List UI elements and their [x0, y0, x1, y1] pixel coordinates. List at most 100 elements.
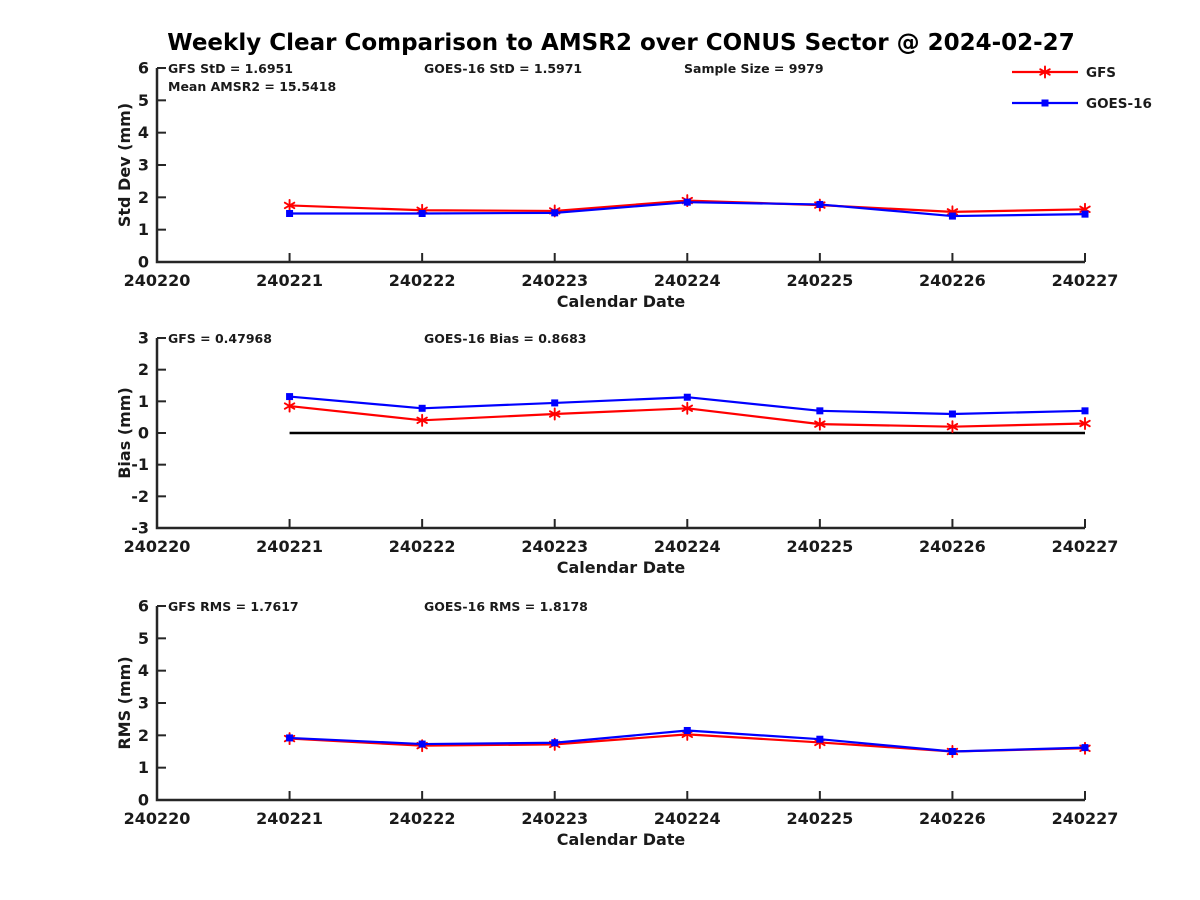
series-goes-16 — [286, 393, 1089, 418]
asterisk-spoke — [1079, 419, 1091, 428]
x-tick-label: 240227 — [1052, 809, 1119, 828]
x-axis-title: Calendar Date — [557, 830, 686, 849]
x-tick-label: 240224 — [654, 809, 721, 828]
y-tick-label: 4 — [138, 123, 149, 142]
marker-gfs — [814, 417, 826, 431]
x-tick-label: 240223 — [521, 809, 588, 828]
marker-goes-16 — [683, 726, 691, 734]
y-tick-label: 3 — [138, 156, 149, 175]
marker-goes-16 — [418, 740, 426, 748]
marker-goes-16 — [948, 410, 956, 418]
annotation: Sample Size = 9979 — [684, 61, 824, 76]
legend-marker-gfs-icon — [1039, 65, 1051, 79]
legend: GFS GOES-16 — [1012, 65, 1152, 112]
marker-goes-16 — [286, 210, 294, 217]
x-tick-label: 240225 — [786, 809, 853, 828]
x-tick-label: 240220 — [124, 537, 191, 556]
marker-goes-16 — [418, 404, 426, 412]
y-tick-label: 1 — [138, 758, 149, 777]
marker-goes-16 — [286, 393, 294, 401]
x-tick-label: 240221 — [256, 271, 323, 290]
x-axis-title: Calendar Date — [557, 292, 686, 311]
y-tick-label: 6 — [138, 597, 149, 616]
marker-goes-16 — [551, 739, 559, 747]
asterisk-spoke — [681, 404, 693, 412]
marker-goes-16 — [948, 748, 956, 755]
marker-goes-16 — [551, 209, 559, 217]
marker-goes-16 — [816, 735, 824, 743]
annotation: GFS StD = 1.6951 — [168, 61, 293, 76]
marker-goes-16 — [418, 210, 426, 217]
series-goes-16 — [286, 726, 1089, 755]
y-tick-label: -3 — [131, 519, 149, 538]
chart-rms: 0 1 2 3 4 5 6 240220 240221 240222 240223 240224 240… — [115, 597, 1118, 850]
marker-gfs — [283, 198, 296, 212]
x-tick-label: 240225 — [786, 271, 853, 290]
marker-gfs — [283, 399, 296, 413]
marker-gfs — [416, 413, 428, 427]
asterisk-spoke — [283, 201, 296, 210]
marker-gfs — [681, 401, 693, 415]
y-tick-label: 5 — [138, 91, 149, 110]
asterisk-spoke — [814, 420, 826, 428]
chart-stddev: 0 1 2 3 4 5 6 240220 240221 240222 240223 240224 240… — [115, 59, 1118, 312]
y-tick-label: 1 — [138, 392, 149, 411]
y-tick-label: 0 — [138, 791, 149, 810]
x-tick-label: 240225 — [786, 537, 853, 556]
y-axis-title: Std Dev (mm) — [115, 103, 134, 227]
marker-gfs — [946, 420, 959, 434]
legend-item-goes-16: GOES-16 — [1012, 96, 1152, 112]
marker-goes-16 — [1081, 210, 1089, 218]
x-tick-label: 240224 — [654, 537, 721, 556]
y-axis-title: Bias (mm) — [115, 387, 134, 479]
x-tick-label: 240220 — [124, 271, 191, 290]
marker-goes-16 — [551, 399, 559, 407]
x-tick-label: 240220 — [124, 809, 191, 828]
x-tick-label: 240226 — [919, 271, 986, 290]
y-tick-label: 5 — [138, 629, 149, 648]
annotation: GFS = 0.47968 — [168, 331, 272, 346]
x-tick-label: 240224 — [654, 271, 721, 290]
legend-marker-goes-16-icon — [1041, 99, 1049, 107]
marker-gfs — [549, 407, 561, 421]
y-tick-label: 2 — [138, 360, 149, 379]
y-tick-label: 3 — [138, 694, 149, 713]
series-goes-16 — [286, 198, 1089, 220]
y-tick-label: -1 — [131, 455, 149, 474]
y-tick-label: 0 — [138, 253, 149, 272]
figure-title: Weekly Clear Comparison to AMSR2 over CO… — [167, 30, 1075, 56]
x-tick-label: 240227 — [1052, 537, 1119, 556]
y-tick-label: 6 — [138, 59, 149, 78]
y-tick-label: 2 — [138, 188, 149, 207]
marker-goes-16 — [1081, 407, 1089, 415]
asterisk-spoke — [946, 422, 959, 431]
marker-goes-16 — [683, 393, 691, 401]
annotation: GOES-16 RMS = 1.8178 — [424, 599, 588, 614]
x-tick-label: 240223 — [521, 537, 588, 556]
annotation: GOES-16 Bias = 0.8683 — [424, 331, 586, 346]
asterisk-spoke — [1039, 68, 1051, 76]
x-tick-label: 240222 — [389, 537, 456, 556]
asterisk-spoke — [416, 416, 428, 425]
annotation: Mean AMSR2 = 15.5418 — [168, 79, 336, 94]
annotation: GFS RMS = 1.7617 — [168, 599, 299, 614]
x-tick-label: 240226 — [919, 537, 986, 556]
x-tick-label: 240222 — [389, 809, 456, 828]
y-tick-label: 0 — [138, 424, 149, 443]
y-tick-label: 3 — [138, 329, 149, 348]
legend-label: GFS — [1086, 65, 1116, 81]
y-tick-label: 2 — [138, 726, 149, 745]
y-tick-label: -2 — [131, 487, 149, 506]
marker-goes-16 — [683, 198, 691, 206]
y-tick-label: 4 — [138, 661, 149, 680]
asterisk-spoke — [549, 410, 561, 418]
x-tick-label: 240227 — [1052, 271, 1119, 290]
axis-spines — [155, 606, 1085, 802]
x-tick-label: 240221 — [256, 537, 323, 556]
x-tick-label: 240222 — [389, 271, 456, 290]
chart-bias: -3 -2 -1 0 1 2 3 240220 240221 240222 240223 240224… — [115, 329, 1118, 578]
asterisk-spoke — [283, 402, 296, 410]
axis-spines — [155, 68, 1085, 264]
